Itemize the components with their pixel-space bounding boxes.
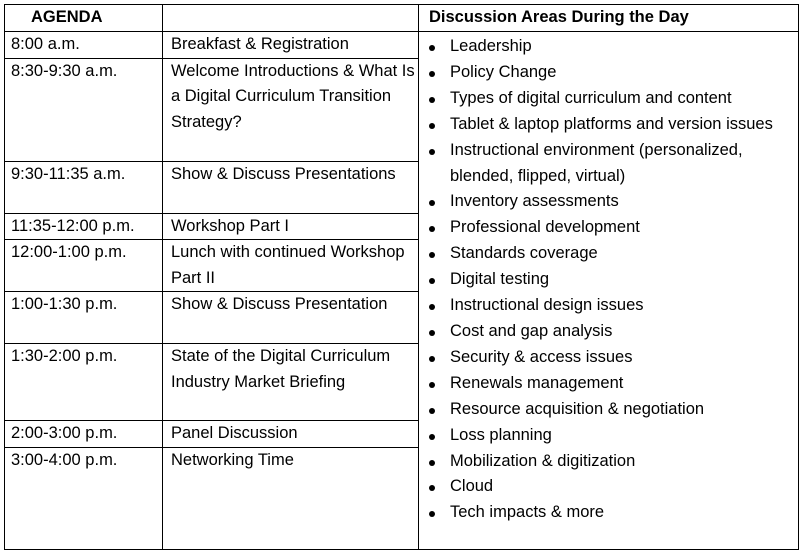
agenda-session: Breakfast & Registration: [162, 31, 419, 59]
header-row: AGENDA Discussion Areas During the Day: [4, 4, 799, 32]
agenda-row: 2:00-3:00 p.m. Panel Discussion: [4, 420, 799, 448]
agenda-session: Workshop Part I: [162, 212, 419, 240]
list-item: Tech impacts & more: [420, 500, 798, 526]
topic-text: Loss planning: [450, 425, 552, 444]
topic-text: Security & access issues: [450, 347, 633, 366]
agenda-row: 8:00 a.m. Breakfast & Registration Leade…: [4, 31, 799, 550]
agenda-row: 12:00-1:00 p.m. Lunch with continued Wor…: [4, 239, 799, 292]
bullet-icon: [429, 355, 435, 362]
list-item: Digital testing: [420, 267, 798, 293]
topic-text: Renewals management: [450, 373, 624, 392]
bullet-icon: [429, 381, 435, 388]
list-item: Renewals management: [420, 371, 798, 397]
list-item: Professional development: [420, 215, 798, 241]
list-item: Security & access issues: [420, 345, 798, 371]
list-item: Tablet & laptop platforms and version is…: [420, 112, 798, 138]
agenda-session: Welcome Introductions & What Is a Digita…: [162, 57, 419, 162]
list-item: Standards coverage: [420, 241, 798, 267]
agenda-table: AGENDA Discussion Areas During the Day 8…: [4, 4, 799, 550]
agenda-time: 1:30-2:00 p.m.: [4, 343, 163, 421]
bullet-icon: [429, 329, 435, 336]
agenda-row: 11:35-12:00 p.m. Workshop Part I: [4, 212, 799, 240]
topic-text: Instructional environment (personalized,…: [450, 140, 743, 185]
bullet-icon: [429, 122, 435, 129]
agenda-session: Panel Discussion: [162, 420, 419, 448]
bullet-icon: [429, 70, 435, 77]
list-item: Instructional design issues: [420, 293, 798, 319]
agenda-session: Show & Discuss Presentations: [162, 160, 419, 214]
list-item: Cost and gap analysis: [420, 319, 798, 345]
agenda-time: 8:00 a.m.: [4, 31, 163, 59]
bullet-icon: [429, 459, 435, 466]
topic-text: Instructional design issues: [450, 296, 644, 315]
bullet-icon: [429, 278, 435, 285]
topic-text: Standards coverage: [450, 244, 598, 263]
list-item: Inventory assessments: [420, 189, 798, 215]
agenda-session: Lunch with continued Workshop Part II: [162, 239, 419, 292]
agenda-row: 3:00-4:00 p.m. Networking Time: [4, 446, 799, 550]
agenda-time: 1:00-1:30 p.m.: [4, 291, 163, 344]
bullet-icon: [429, 407, 435, 414]
topic-text: Digital testing: [450, 270, 550, 289]
bullet-icon: [429, 45, 435, 51]
topic-text: Policy Change: [450, 62, 557, 81]
topic-text: Mobilization & digitization: [450, 451, 636, 470]
list-item: Policy Change: [420, 60, 798, 86]
agenda-session: State of the Digital Curriculum Industry…: [162, 343, 419, 421]
topic-text: Tablet & laptop platforms and version is…: [450, 114, 773, 133]
list-item: Loss planning: [420, 423, 798, 449]
list-item: Mobilization & digitization: [420, 449, 798, 475]
bullet-icon: [429, 511, 435, 518]
list-item: Resource acquisition & negotiation: [420, 397, 798, 423]
topic-text: Cost and gap analysis: [450, 321, 613, 340]
agenda-time: 3:00-4:00 p.m.: [4, 446, 163, 550]
bullet-icon: [429, 200, 435, 207]
agenda-time: 8:30-9:30 a.m.: [4, 57, 163, 162]
list-item: Leadership: [420, 34, 798, 60]
discussion-areas-header: Discussion Areas During the Day: [418, 4, 799, 32]
bullet-icon: [429, 252, 435, 259]
agenda-header: AGENDA: [4, 4, 163, 32]
topic-text: Cloud: [450, 477, 494, 496]
bullet-icon: [429, 226, 435, 233]
agenda-time: 9:30-11:35 a.m.: [4, 160, 163, 214]
topic-text: Tech impacts & more: [450, 503, 605, 522]
topic-text: Inventory assessments: [450, 192, 619, 211]
bullet-icon: [429, 485, 435, 492]
list-item: Cloud: [420, 474, 798, 500]
agenda-session: Networking Time: [162, 446, 419, 550]
agenda-time: 12:00-1:00 p.m.: [4, 239, 163, 292]
discussion-areas-list: Leadership Policy Change Types of digita…: [420, 33, 798, 527]
bullet-icon: [429, 304, 435, 311]
topic-text: Leadership: [450, 37, 532, 55]
agenda-row: 9:30-11:35 a.m. Show & Discuss Presentat…: [4, 160, 799, 214]
session-header: [162, 4, 419, 32]
bullet-icon: [429, 96, 435, 103]
agenda-time: 11:35-12:00 p.m.: [4, 212, 163, 240]
list-item: Types of digital curriculum and content: [420, 86, 798, 112]
topic-text: Types of digital curriculum and content: [450, 88, 732, 107]
list-item: Instructional environment (personalized,…: [420, 138, 798, 190]
agenda-row: 1:30-2:00 p.m. State of the Digital Curr…: [4, 343, 799, 421]
agenda-session: Show & Discuss Presentation: [162, 291, 419, 344]
discussion-areas-cell: Leadership Policy Change Types of digita…: [418, 31, 799, 550]
bullet-icon: [429, 433, 435, 440]
topic-text: Resource acquisition & negotiation: [450, 399, 705, 418]
agenda-row: 8:30-9:30 a.m. Welcome Introductions & W…: [4, 57, 799, 162]
bullet-icon: [429, 148, 435, 155]
agenda-time: 2:00-3:00 p.m.: [4, 420, 163, 448]
agenda-row: 1:00-1:30 p.m. Show & Discuss Presentati…: [4, 291, 799, 344]
topic-text: Professional development: [450, 218, 640, 237]
